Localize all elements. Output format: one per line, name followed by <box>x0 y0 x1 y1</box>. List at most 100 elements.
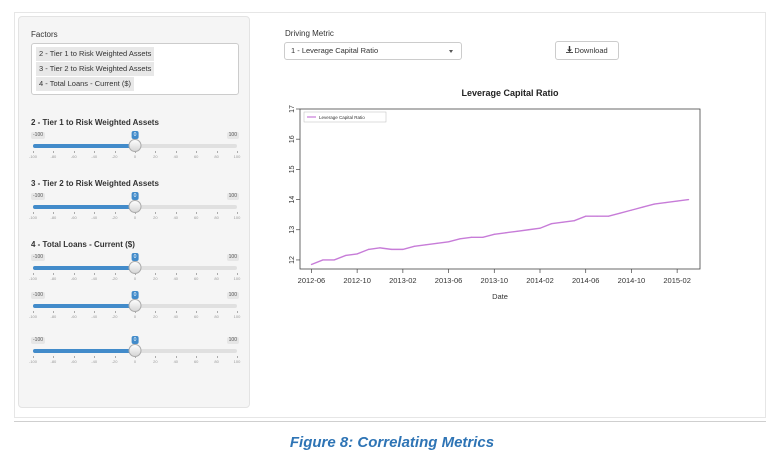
data-point <box>607 215 610 217</box>
slider-block: -100 100 0 -100 -80 -60 -40 -20 0 20 40 60 80 100 <box>28 289 241 319</box>
slider-value-label: 0 <box>131 291 139 299</box>
chart-title: Leverage Capital Ratio <box>461 88 559 98</box>
slider-tick-label: 20 <box>153 314 158 319</box>
slider-value-label: 0 <box>131 131 139 139</box>
x-tick-label: 2014-06 <box>572 276 600 285</box>
data-point <box>322 259 324 261</box>
download-button[interactable]: Download <box>555 41 619 60</box>
slider-tick <box>155 212 157 214</box>
range-slider[interactable]: -100 100 0 -100 -80 -60 -40 -20 0 20 40 60 80 100 <box>29 190 240 220</box>
slider-tick <box>73 212 75 214</box>
slider-tick <box>155 356 157 358</box>
slider-tick <box>53 356 55 358</box>
data-point <box>333 259 335 261</box>
range-slider[interactable]: -100 100 0 -100 -80 -60 -40 -20 0 20 40 60 80 100 <box>28 334 241 364</box>
factor-item[interactable]: 2 - Tier 1 to Risk Weighted Assets <box>36 47 155 61</box>
factors-label: Factors <box>31 30 58 39</box>
slider-tick-label: 0 <box>133 215 137 220</box>
slider-tick <box>94 311 96 313</box>
slider-tick <box>175 311 177 313</box>
data-point <box>447 241 450 243</box>
data-point <box>527 229 530 231</box>
slider-tick-label: -100 <box>28 154 38 159</box>
slider-tick-label: -100 <box>28 359 38 364</box>
slider-tick <box>33 273 34 275</box>
factor-item[interactable]: 3 - Tier 2 to Risk Weighted Assets <box>36 62 155 76</box>
slider-block: -100 100 0 -100 -80 -60 -40 -20 0 20 40 60 80 100 <box>28 334 241 364</box>
slider-tick-label: -100 <box>28 314 38 319</box>
slider-min-label: -100 <box>31 337 46 344</box>
slider-tick-label: 80 <box>214 314 219 319</box>
slider-tick-label: -80 <box>50 154 57 159</box>
slider-max-label: 100 <box>226 254 239 261</box>
slider-title: 2 - Tier 1 to Risk Weighted Assets <box>31 118 159 127</box>
slider-tick <box>114 311 116 313</box>
data-point <box>436 242 438 244</box>
data-point <box>573 220 575 222</box>
slider-tick <box>94 151 96 153</box>
slider-tick-label: 40 <box>173 314 179 319</box>
slider-tick <box>73 273 75 275</box>
divider <box>14 421 766 422</box>
figure-caption: Figure 8: Correlating Metrics <box>289 434 495 451</box>
data-point <box>493 233 495 235</box>
data-point <box>642 206 644 208</box>
leverage-chart: Leverage Capital Ratio 12 13 14 15 16 17 2012-0… <box>289 88 701 301</box>
download-label: Download <box>574 46 608 55</box>
x-tick-label: 2013-06 <box>435 276 463 285</box>
data-point <box>619 212 621 214</box>
slider-tick <box>73 151 75 153</box>
slider-tick <box>175 273 177 275</box>
data-point <box>482 236 484 238</box>
slider-tick-label: -60 <box>70 359 77 364</box>
range-slider[interactable]: -100 100 0 -100 -80 -60 -40 -20 0 20 40 60 80 100 <box>28 289 240 319</box>
legend-box <box>303 111 387 123</box>
slider-tick-label: -20 <box>111 359 118 364</box>
slider-tick <box>135 212 136 214</box>
slider-tick-label: -20 <box>111 276 118 281</box>
slider-tick <box>53 273 55 275</box>
slider-tick-label: -20 <box>111 154 118 159</box>
slider-tick <box>175 212 177 214</box>
data-point <box>630 209 633 211</box>
x-tick-label: 2014-10 <box>618 276 646 285</box>
slider-tick-label: 60 <box>193 276 199 281</box>
factors-multiselect[interactable]: 2 - Tier 1 to Risk Weighted Assets 3 - T… <box>31 43 239 95</box>
slider-block: 2 - Tier 1 to Risk Weighted Assets -100 10… <box>28 117 241 159</box>
slider-value-label: 0 <box>131 192 139 200</box>
slider-tick-label: 40 <box>173 154 179 159</box>
slider-tick <box>114 212 116 214</box>
range-slider[interactable]: -100 100 0 -100 -80 -60 -40 -20 0 20 40 60 80 100 <box>29 251 240 281</box>
slider-tick-label: 0 <box>133 276 137 281</box>
x-axis-label: Date <box>492 292 508 301</box>
driving-metric-select[interactable]: 1 - Leverage Capital Ratio <box>284 42 462 60</box>
slider-tick-label: 20 <box>153 215 158 220</box>
slider-tick <box>155 151 157 153</box>
y-tick-label: 12 <box>289 256 296 264</box>
x-tick-label: 2012-06 <box>298 276 326 285</box>
slider-tick-label: 100 <box>233 359 241 364</box>
slider-tick-label: 40 <box>173 359 179 364</box>
slider-min-label: -100 <box>31 292 46 299</box>
slider-tick-label: 60 <box>193 359 199 364</box>
data-point <box>367 248 370 250</box>
slider-tick <box>237 273 238 275</box>
slider-tick-label: 0 <box>133 359 137 364</box>
data-point <box>539 227 541 229</box>
factor-item[interactable]: 4 - Total Loans - Current ($) <box>36 77 134 91</box>
slider-tick <box>33 151 34 153</box>
slider-tick-label: 20 <box>153 154 158 159</box>
slider-tick <box>196 151 198 153</box>
slider-tick <box>135 356 136 358</box>
slider-tick-label: 0 <box>133 314 137 319</box>
data-point <box>413 245 415 247</box>
x-tick-label: 2013-02 <box>389 276 417 285</box>
slider-tick <box>33 356 34 358</box>
data-point <box>562 221 564 223</box>
range-slider[interactable]: -100 100 0 -100 -80 -60 -40 -20 0 20 40 60 80 100 <box>28 129 240 159</box>
slider-min-label: -100 <box>31 193 46 200</box>
data-point <box>356 253 358 255</box>
slider-tick <box>155 273 157 275</box>
slider-tick-label: -40 <box>91 215 98 220</box>
slider-tick <box>94 356 96 358</box>
